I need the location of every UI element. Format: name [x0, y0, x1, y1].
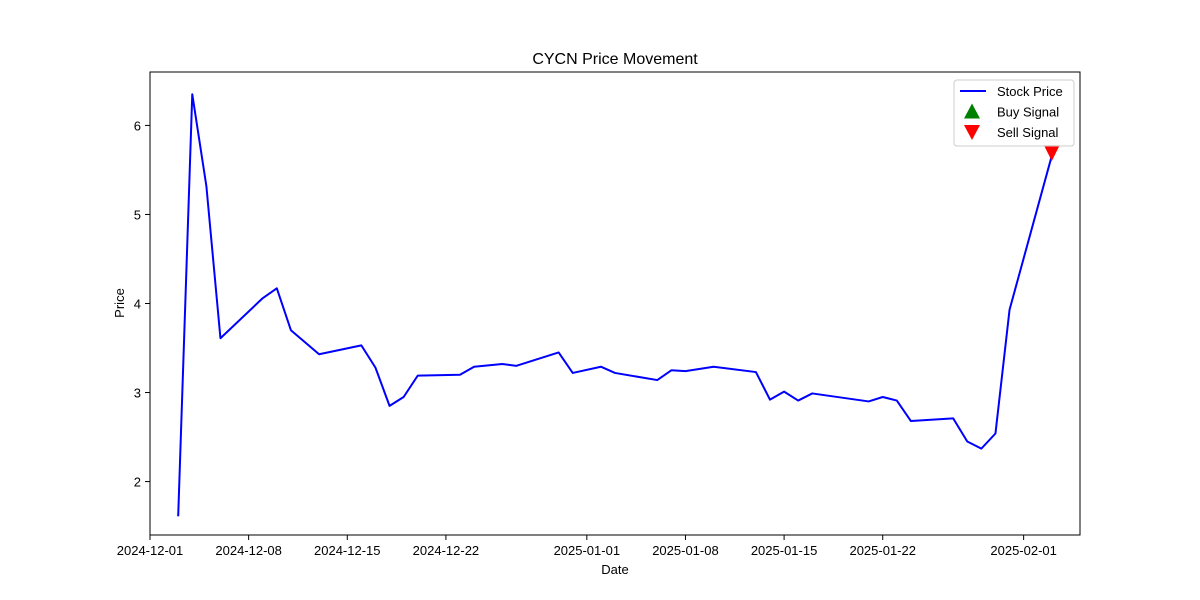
x-tick-label-2: 2024-12-15 — [314, 543, 381, 558]
x-tick-label-4: 2025-01-01 — [554, 543, 621, 558]
y-tick-label-3: 5 — [134, 207, 141, 222]
plot-frame — [149, 71, 1081, 536]
y-tick-label-0: 2 — [134, 475, 141, 490]
legend-buy-triangle-icon — [964, 103, 980, 119]
x-tick-label-5: 2025-01-08 — [652, 543, 719, 558]
legend-label-1: Buy Signal — [997, 105, 1059, 120]
legend: Stock Price Buy Signal Sell Signal — [953, 79, 1075, 147]
x-tick-label-7: 2025-01-22 — [849, 543, 916, 558]
series-line-0 — [177, 93, 1053, 517]
x-tick-label-1: 2024-12-08 — [215, 543, 282, 558]
x-tick-label-6: 2025-01-15 — [751, 543, 818, 558]
x-axis-label: Date — [601, 562, 628, 577]
axis-ticks: 2024-12-01 2024-12-08 2024-12-15 2024-12-22… — [117, 118, 1057, 558]
legend-sell-triangle-icon — [964, 125, 980, 140]
legend-label-0: Stock Price — [997, 84, 1063, 99]
sell-signal-marker-0 — [1043, 145, 1060, 162]
y-tick-label-2: 4 — [134, 297, 141, 312]
y-axis-label: Price — [112, 288, 127, 318]
y-tick-label-4: 6 — [134, 118, 141, 133]
chart-title: CYCN Price Movement — [532, 51, 698, 68]
legend-box — [953, 79, 1075, 147]
x-tick-label-0: 2024-12-01 — [117, 543, 184, 558]
y-tick-label-1: 3 — [134, 386, 141, 401]
x-tick-label-3: 2024-12-22 — [413, 543, 480, 558]
legend-label-2: Sell Signal — [997, 125, 1059, 140]
plot-area — [149, 71, 1081, 536]
x-tick-label-8: 2025-02-01 — [990, 543, 1057, 558]
